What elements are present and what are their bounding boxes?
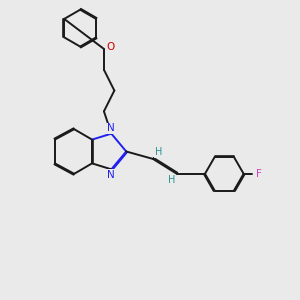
Text: F: F [256,169,262,179]
Text: O: O [106,43,115,52]
Text: N: N [107,170,115,180]
Text: H: H [168,175,175,185]
Text: H: H [168,175,175,185]
Text: F: F [256,169,262,179]
Text: H: H [154,147,162,158]
Text: O: O [106,43,115,52]
Text: N: N [107,170,115,180]
Text: H: H [154,147,162,158]
Text: N: N [107,123,115,133]
Text: N: N [107,123,115,133]
